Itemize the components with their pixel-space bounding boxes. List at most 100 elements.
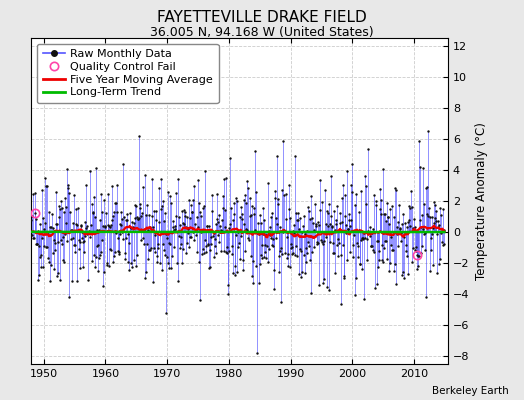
- Point: [109, 212, 117, 219]
- Point: [179, 220, 187, 226]
- Point: [53, 238, 62, 245]
- Point: [128, 264, 136, 270]
- Point: [309, 220, 318, 226]
- Point: [80, 237, 88, 244]
- Point: [170, 227, 179, 234]
- Point: [418, 243, 427, 250]
- Point: [158, 241, 167, 247]
- Point: [290, 230, 299, 236]
- Point: [102, 260, 111, 266]
- Point: [54, 270, 62, 276]
- Point: [70, 242, 78, 248]
- Point: [94, 241, 102, 248]
- Point: [216, 226, 225, 233]
- Point: [417, 250, 425, 256]
- Point: [380, 245, 388, 252]
- Point: [147, 228, 155, 234]
- Point: [358, 235, 367, 241]
- Point: [395, 230, 403, 236]
- Point: [33, 240, 41, 247]
- Point: [364, 227, 373, 234]
- Point: [119, 236, 127, 242]
- Point: [255, 280, 263, 286]
- Point: [74, 205, 82, 211]
- Point: [107, 182, 116, 189]
- Point: [214, 219, 222, 225]
- Point: [256, 261, 264, 268]
- Point: [147, 245, 156, 252]
- Point: [85, 227, 93, 234]
- Point: [185, 215, 194, 222]
- Point: [198, 227, 206, 233]
- Point: [353, 254, 362, 260]
- Point: [122, 217, 130, 223]
- Point: [425, 205, 433, 211]
- Point: [232, 195, 240, 202]
- Point: [105, 246, 114, 252]
- Point: [224, 282, 232, 288]
- Point: [93, 226, 102, 233]
- Point: [430, 199, 439, 206]
- Point: [145, 247, 153, 253]
- Point: [322, 234, 330, 241]
- Point: [27, 216, 36, 223]
- Point: [62, 220, 71, 226]
- Point: [52, 220, 60, 227]
- Point: [101, 222, 110, 229]
- Point: [128, 225, 137, 232]
- Point: [381, 218, 390, 224]
- Point: [215, 239, 223, 245]
- Point: [203, 223, 211, 229]
- Point: [48, 224, 57, 231]
- Point: [294, 210, 302, 216]
- Point: [173, 260, 181, 266]
- Point: [285, 182, 293, 188]
- Point: [89, 210, 97, 216]
- Point: [171, 223, 179, 230]
- Point: [316, 177, 324, 184]
- Point: [141, 275, 149, 282]
- Point: [319, 275, 328, 282]
- Point: [364, 146, 372, 152]
- Point: [235, 228, 243, 234]
- Point: [300, 213, 308, 219]
- Point: [267, 210, 276, 216]
- Point: [241, 248, 249, 254]
- Point: [297, 248, 305, 254]
- Point: [139, 241, 148, 247]
- Point: [365, 230, 374, 236]
- Point: [331, 270, 340, 276]
- Point: [352, 274, 361, 281]
- Point: [61, 195, 69, 202]
- Point: [217, 228, 226, 235]
- Point: [56, 206, 64, 212]
- Point: [90, 252, 98, 258]
- Point: [277, 245, 286, 251]
- Point: [86, 234, 94, 240]
- Point: [327, 172, 335, 179]
- Point: [438, 239, 446, 246]
- Point: [305, 257, 314, 263]
- Point: [424, 213, 433, 220]
- Point: [368, 242, 377, 249]
- Point: [176, 222, 184, 228]
- Point: [362, 201, 370, 207]
- Point: [367, 243, 375, 250]
- Point: [246, 253, 255, 259]
- Point: [340, 275, 348, 282]
- Point: [191, 232, 200, 238]
- Point: [137, 213, 145, 219]
- Point: [293, 253, 301, 260]
- Point: [340, 273, 348, 280]
- Point: [210, 243, 219, 249]
- Point: [50, 266, 58, 272]
- Point: [339, 182, 347, 189]
- Point: [354, 208, 363, 215]
- Point: [385, 221, 394, 227]
- Point: [64, 185, 72, 191]
- Point: [144, 227, 152, 234]
- Point: [144, 256, 152, 262]
- Point: [348, 242, 357, 248]
- Point: [108, 258, 117, 265]
- Point: [72, 221, 80, 227]
